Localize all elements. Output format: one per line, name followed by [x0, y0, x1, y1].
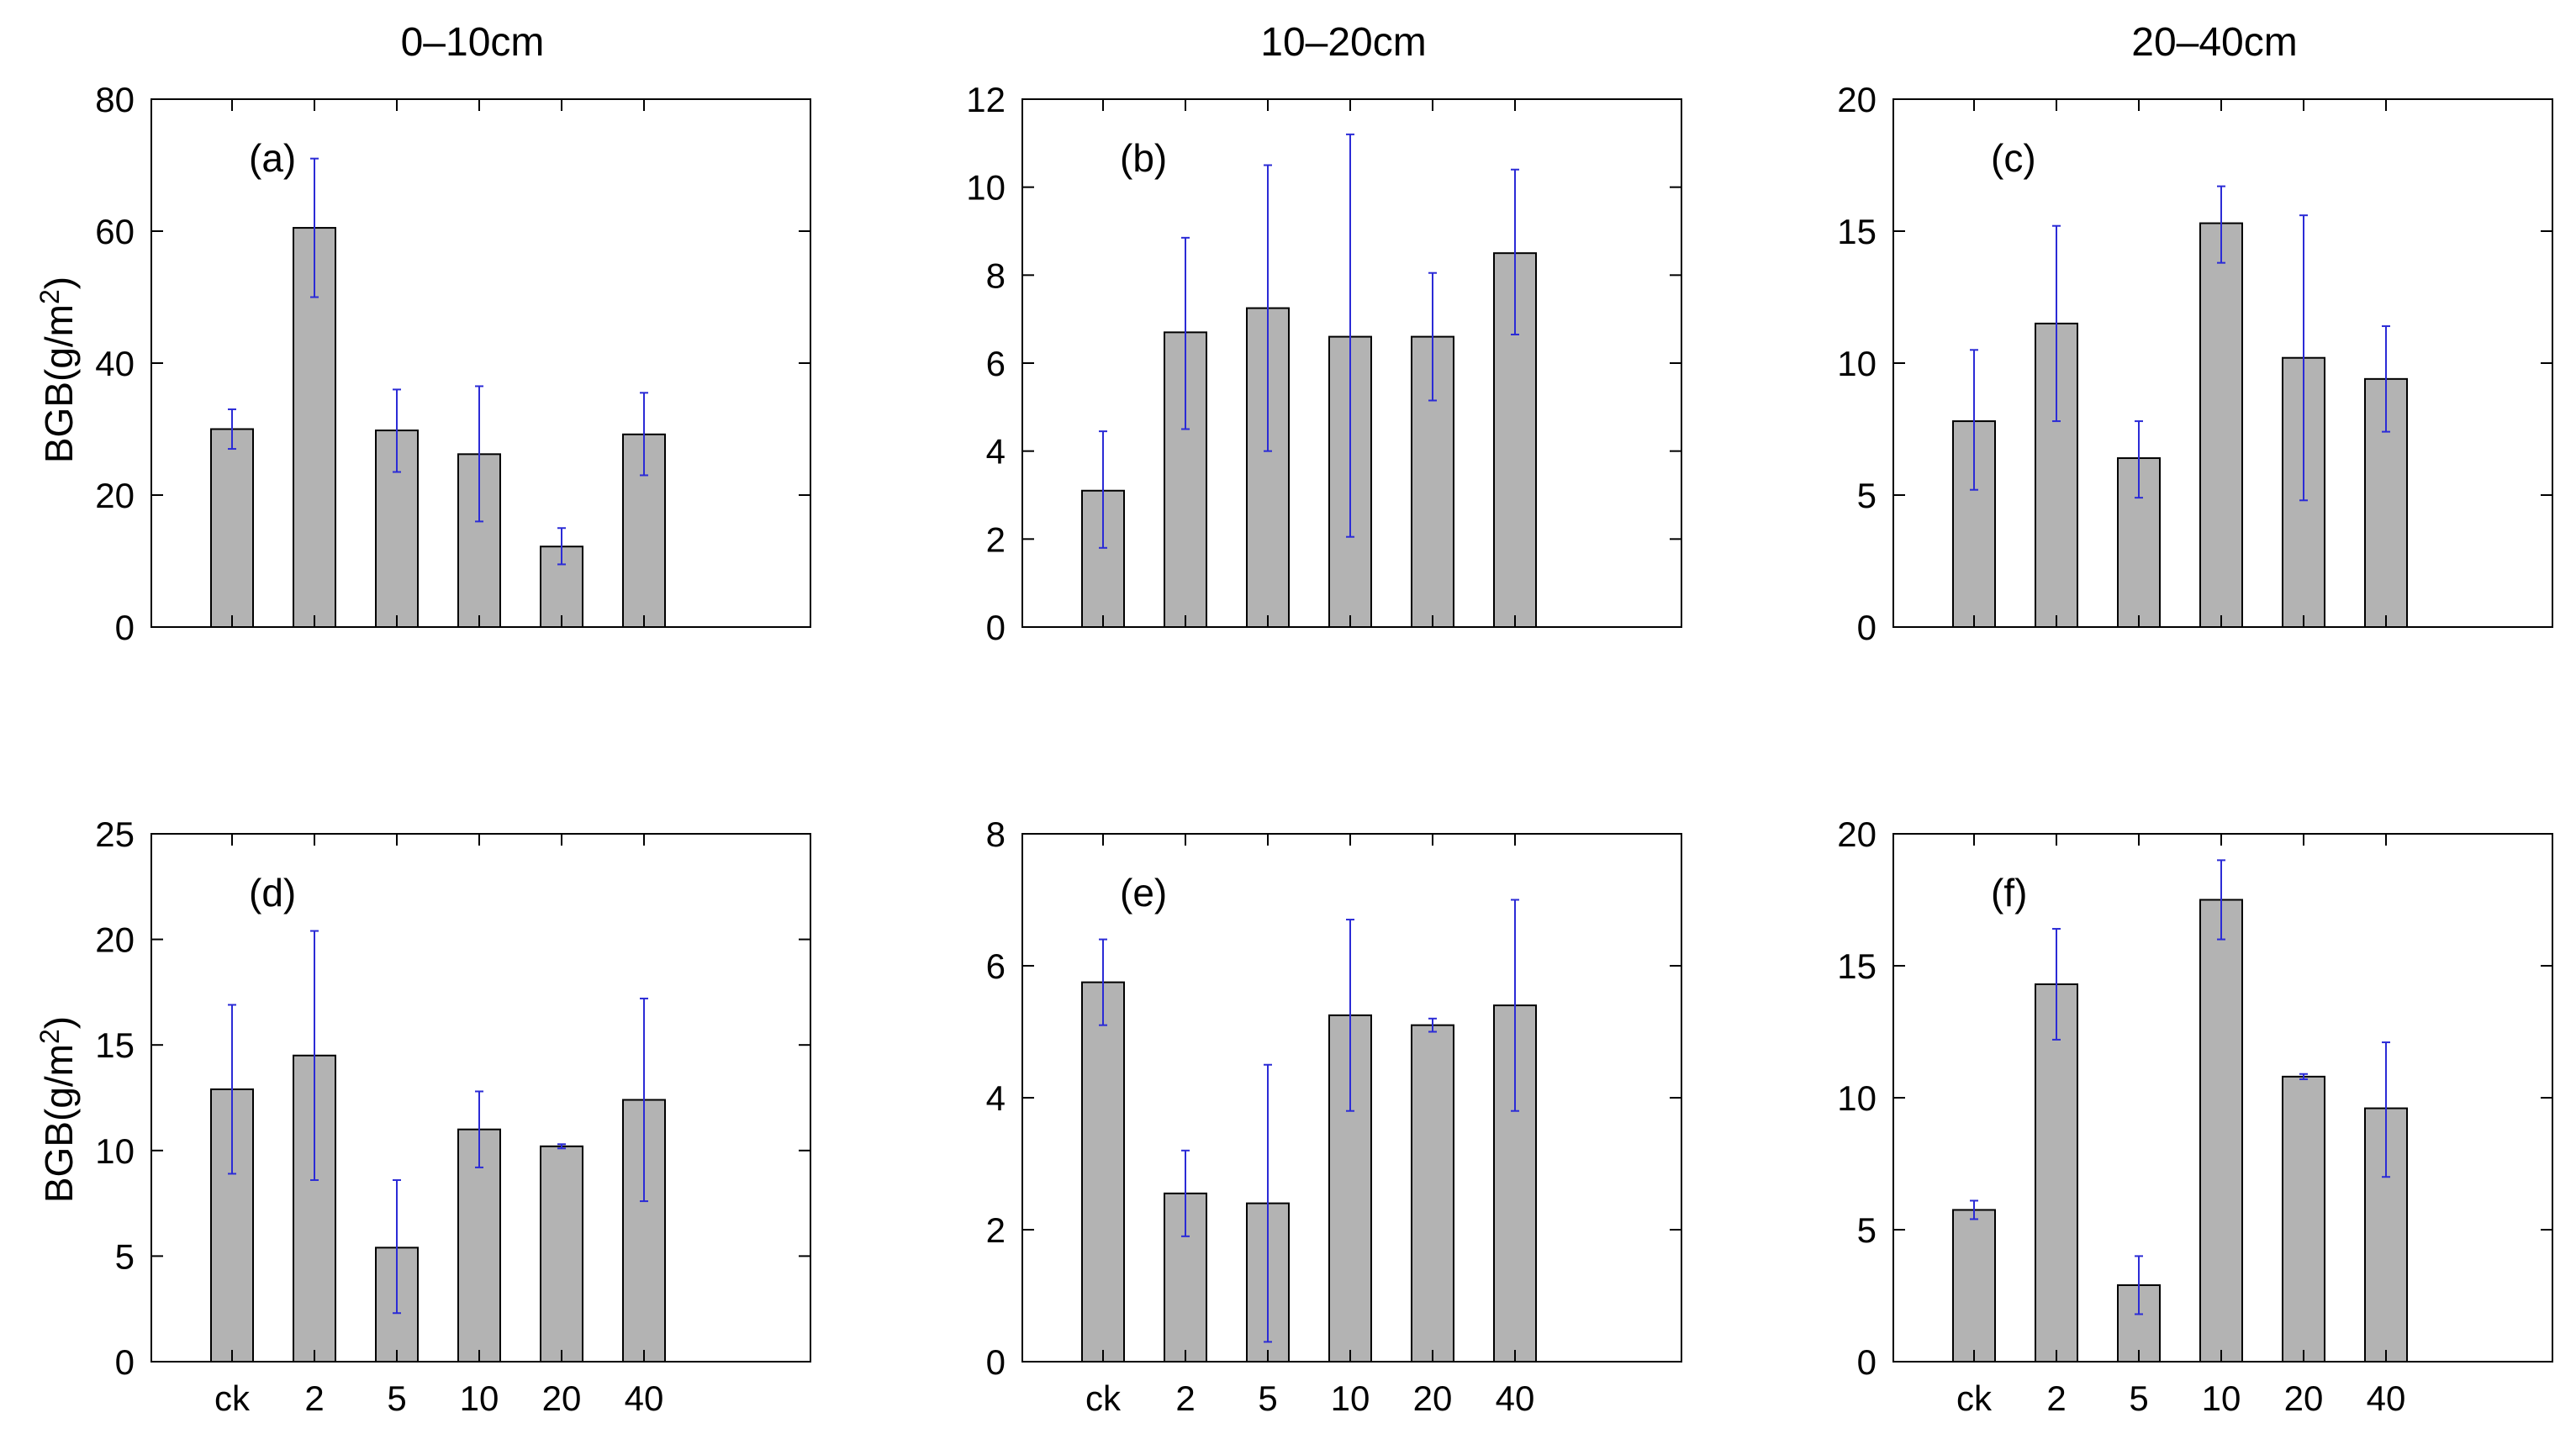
y-tick-label-20: 20: [1837, 80, 1877, 119]
x-tick-label-10: 10: [2202, 1378, 2241, 1418]
x-tick-label-40: 40: [625, 1378, 664, 1418]
y-tick-label-40: 40: [95, 344, 135, 383]
y-tick-label-2: 2: [986, 519, 1006, 559]
y-tick-label-20: 20: [1837, 814, 1877, 854]
panel-label: (b): [1120, 136, 1167, 180]
y-axis-label-bottom: BGB(g/m2): [34, 1016, 81, 1203]
panel-label: (a): [249, 136, 296, 180]
y-tick-label-5: 5: [1857, 476, 1877, 515]
x-tick-label-2: 2: [304, 1378, 324, 1418]
x-tick-label-ck: ck: [1956, 1378, 1993, 1418]
y-tick-label-20: 20: [95, 920, 135, 960]
panel-c: 0 5 10 15 20 (c): [1837, 80, 2553, 647]
column-title-2: 10–20cm: [1260, 20, 1426, 65]
column-title-1: 0–10cm: [401, 20, 545, 65]
y-tick-label-20: 20: [95, 476, 135, 515]
bar-10: [2199, 222, 2243, 628]
x-tick-label-40: 40: [2367, 1378, 2406, 1418]
y-tick-label-15: 15: [1837, 946, 1877, 986]
x-tick-label-5: 5: [1258, 1378, 1277, 1418]
panel-b: 0 2 4 6 8 10 12 (b): [966, 80, 1682, 647]
x-tick-label-5: 5: [387, 1378, 406, 1418]
y-tick-label-15: 15: [1837, 212, 1877, 251]
x-tick-label-ck: ck: [214, 1378, 251, 1418]
x-tick-label-40: 40: [1496, 1378, 1535, 1418]
bar-20: [540, 1145, 583, 1363]
y-tick-label-12: 12: [966, 80, 1006, 119]
panel-a: 0 20 40 60 80 (a): [95, 80, 811, 647]
panel-label: (f): [1991, 871, 2027, 915]
y-tick-label-25: 25: [95, 814, 135, 854]
x-tick-label-10: 10: [460, 1378, 499, 1418]
y-tick-label-8: 8: [986, 814, 1006, 854]
y-tick-label-2: 2: [986, 1210, 1006, 1250]
axes-frame: [1892, 833, 2553, 1363]
y-tick-label-8: 8: [986, 256, 1006, 295]
y-tick-label-10: 10: [966, 168, 1006, 208]
y-tick-label-6: 6: [986, 946, 1006, 986]
panel-e: ck 2 5 10 20 40 0 2 4 6 8 (e): [986, 814, 1682, 1418]
y-tick-label-6: 6: [986, 344, 1006, 383]
y-tick-label-0: 0: [115, 608, 135, 647]
x-tick-label-20: 20: [2284, 1378, 2324, 1418]
y-tick-label-0: 0: [1857, 1342, 1877, 1382]
bar-ck: [1081, 981, 1125, 1363]
y-tick-label-10: 10: [1837, 1078, 1877, 1118]
panel-label: (d): [249, 871, 296, 915]
y-tick-label-80: 80: [95, 80, 135, 119]
y-tick-label-10: 10: [95, 1131, 135, 1171]
bar-2: [2035, 983, 2078, 1363]
y-tick-label-5: 5: [115, 1236, 135, 1276]
x-tick-label-2: 2: [1175, 1378, 1195, 1418]
y-tick-label-4: 4: [986, 1078, 1006, 1118]
y-tick-label-0: 0: [1857, 608, 1877, 647]
bar-20: [1411, 1024, 1454, 1363]
y-tick-label-15: 15: [95, 1025, 135, 1065]
panel-f: ck 2 5 10 20 40 0 5 10 15 20 (f): [1837, 814, 2553, 1418]
bar-ck: [210, 428, 254, 628]
y-tick-label-0: 0: [986, 608, 1006, 647]
x-tick-label-ck: ck: [1085, 1378, 1122, 1418]
column-title-3: 20–40cm: [2131, 20, 2297, 65]
x-tick-label-20: 20: [542, 1378, 582, 1418]
bar-20: [2282, 1075, 2325, 1363]
axes-frame: [1021, 833, 1682, 1363]
bar-20: [540, 546, 583, 628]
y-tick-label-4: 4: [986, 432, 1006, 472]
y-tick-label-0: 0: [115, 1342, 135, 1382]
y-axis-label-top: BGB(g/m2): [34, 277, 81, 463]
x-tick-label-20: 20: [1413, 1378, 1453, 1418]
y-tick-label-5: 5: [1857, 1210, 1877, 1250]
bar-ck: [1952, 1209, 1996, 1363]
axes-frame: [1021, 98, 1682, 628]
bar-10: [2199, 899, 2243, 1363]
x-tick-label-10: 10: [1331, 1378, 1370, 1418]
axes-frame: [150, 833, 811, 1363]
y-tick-label-60: 60: [95, 212, 135, 251]
y-tick-label-10: 10: [1837, 344, 1877, 383]
panel-label: (e): [1120, 871, 1167, 915]
axes-frame: [1892, 98, 2553, 628]
panel-label: (c): [1991, 136, 2036, 180]
y-tick-label-0: 0: [986, 1342, 1006, 1382]
x-tick-label-2: 2: [2046, 1378, 2066, 1418]
x-tick-label-5: 5: [2129, 1378, 2148, 1418]
axes-frame: [150, 98, 811, 628]
